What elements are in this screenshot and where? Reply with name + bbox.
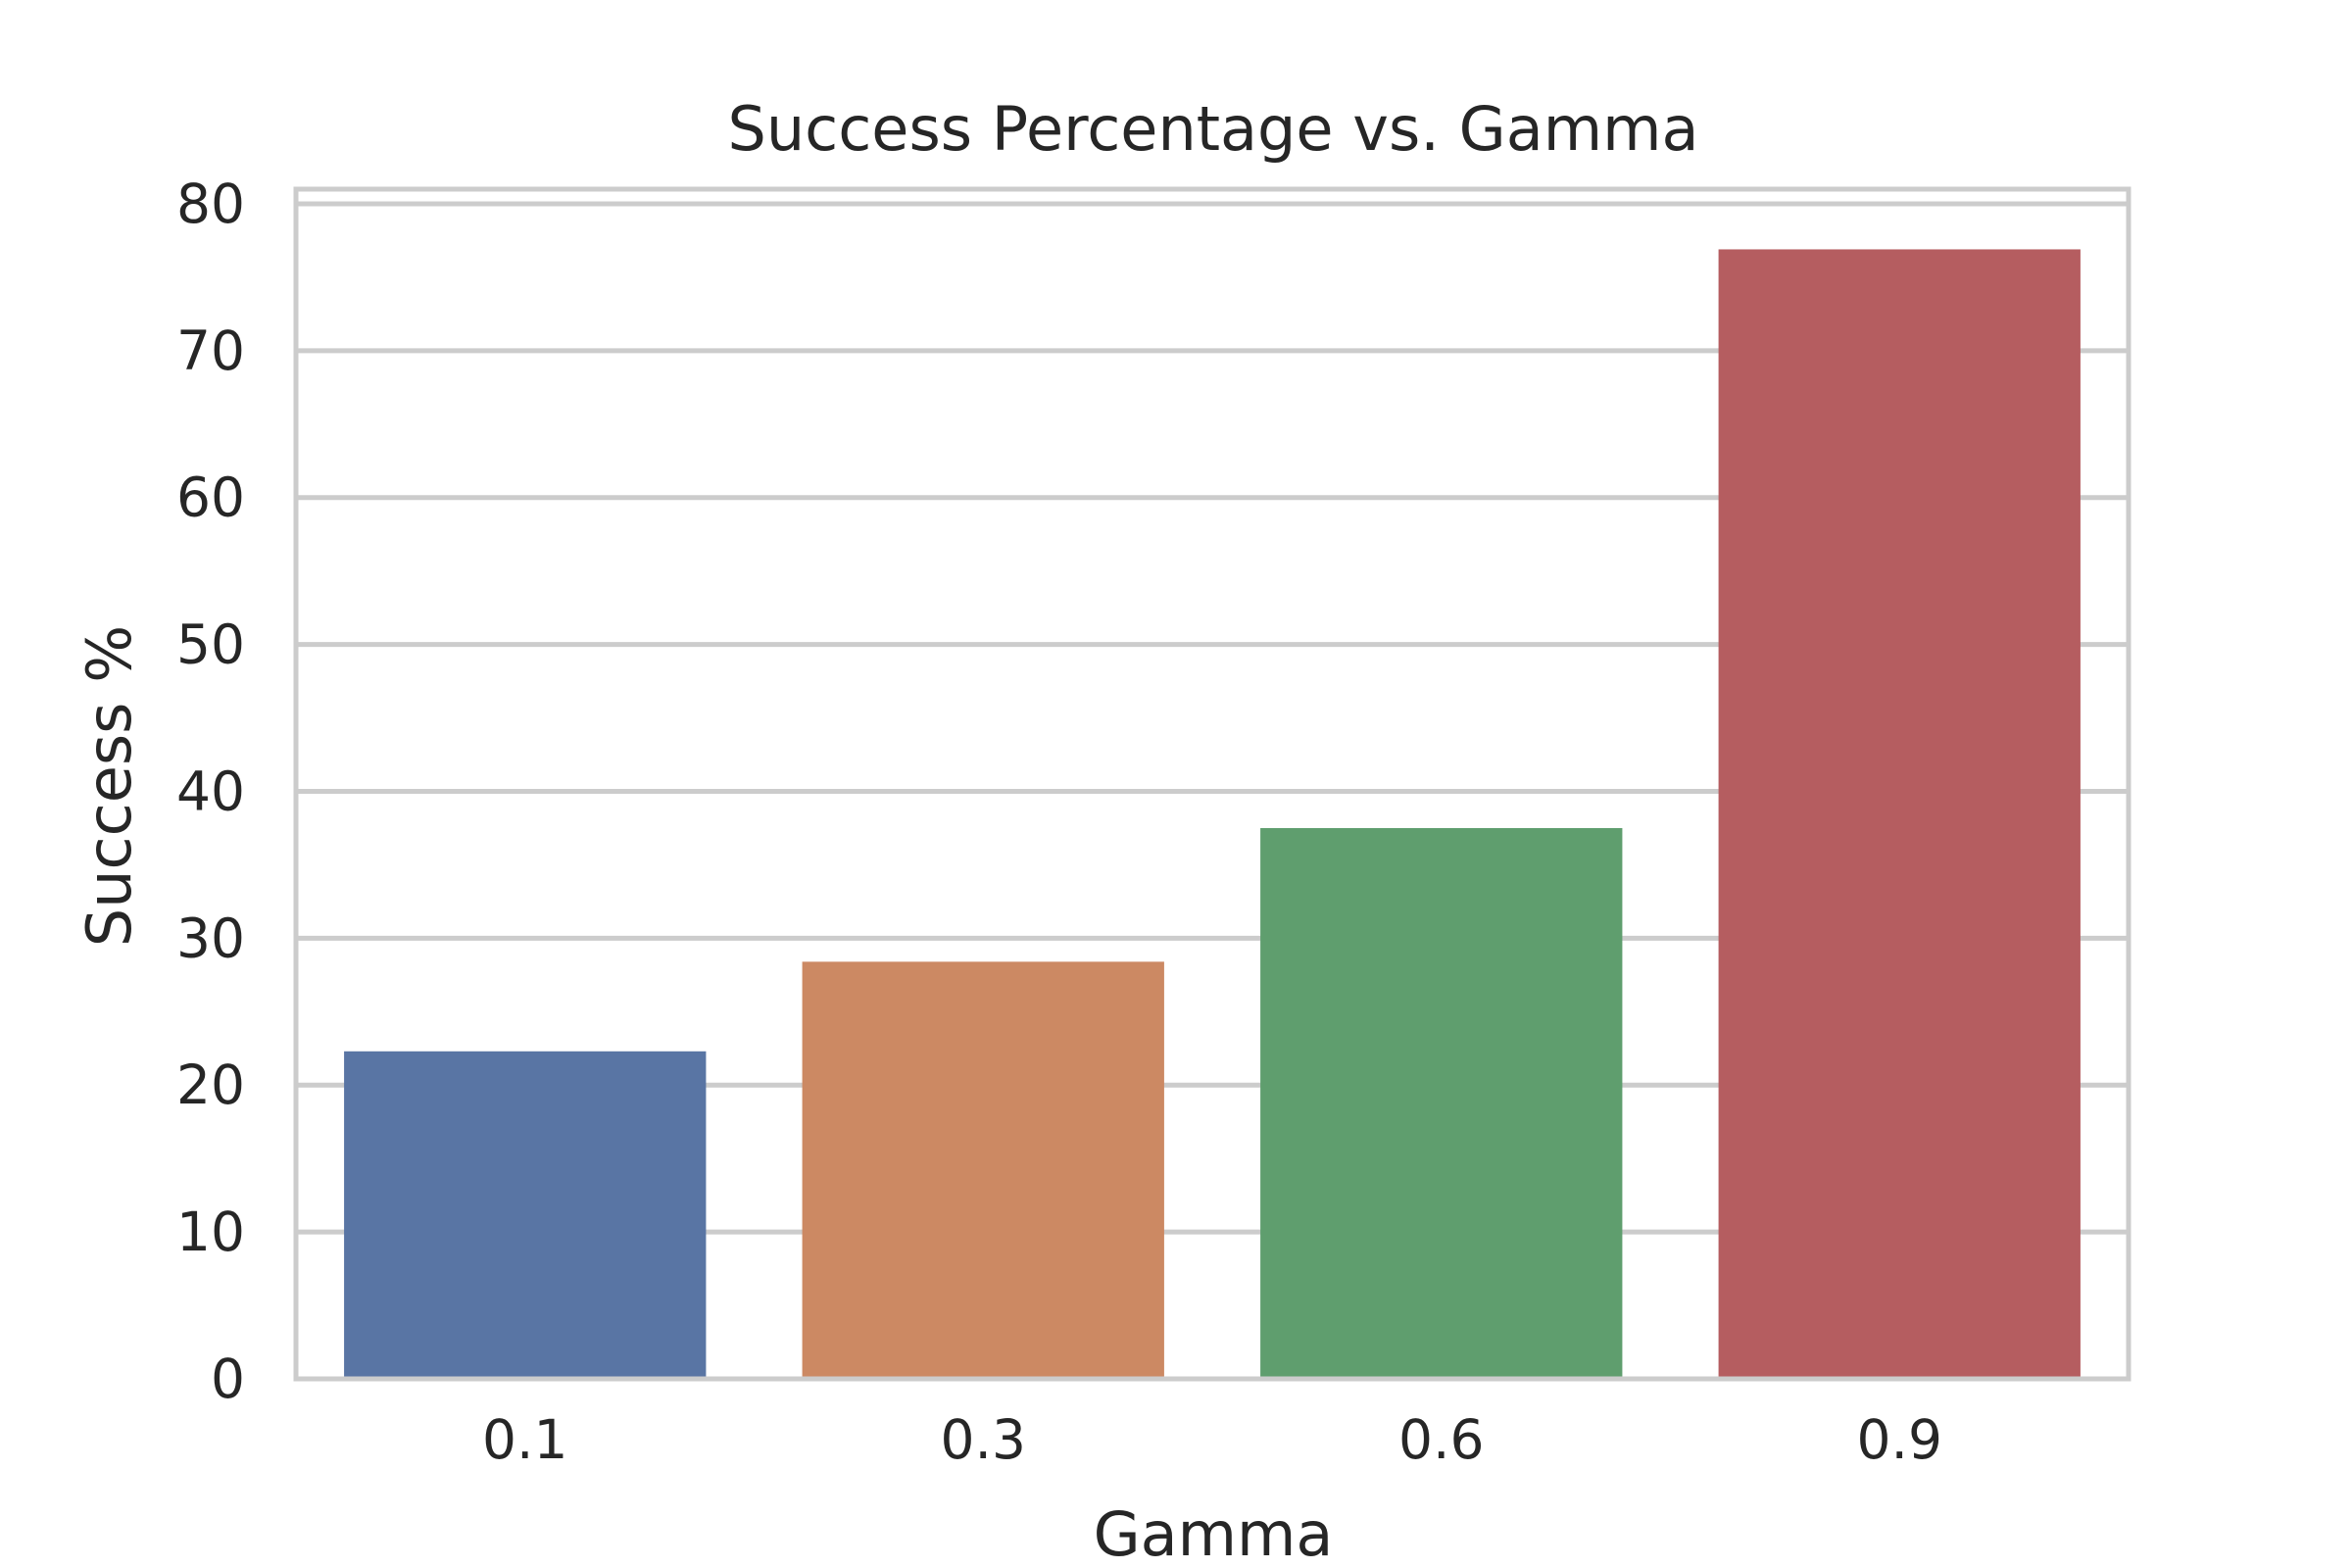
x-tick-label: 0.1 (482, 1408, 567, 1471)
bar-0-6 (1260, 827, 1623, 1379)
x-tick-label: 0.6 (1398, 1408, 1484, 1471)
y-tick-label: 30 (176, 906, 245, 969)
y-tick-label: 80 (176, 172, 245, 235)
bar-0-1 (344, 1051, 707, 1379)
y-tick-label: 50 (176, 613, 245, 676)
y-axis-label: Success % (74, 625, 145, 947)
y-tick-label: 20 (176, 1054, 245, 1116)
bars (344, 249, 2081, 1380)
y-tick-label: 0 (211, 1348, 245, 1410)
y-tick-label: 10 (176, 1200, 245, 1263)
bar-0-9 (1718, 249, 2081, 1380)
x-axis-label: Gamma (1094, 1498, 1334, 1568)
y-tick-label: 60 (176, 466, 245, 529)
x-axis-ticks: 0.1 0.3 0.6 0.9 (482, 1408, 1942, 1471)
x-tick-label: 0.9 (1857, 1408, 1942, 1471)
y-tick-label: 40 (176, 760, 245, 822)
plot-frame (293, 186, 2132, 1382)
y-tick-label: 70 (176, 319, 245, 382)
bar-0-3 (802, 961, 1164, 1379)
x-tick-label: 0.3 (941, 1408, 1026, 1471)
y-axis-ticks: 0 10 20 30 40 50 60 70 80 (176, 172, 245, 1410)
chart-title: Success Percentage vs. Gamma (727, 93, 1698, 165)
